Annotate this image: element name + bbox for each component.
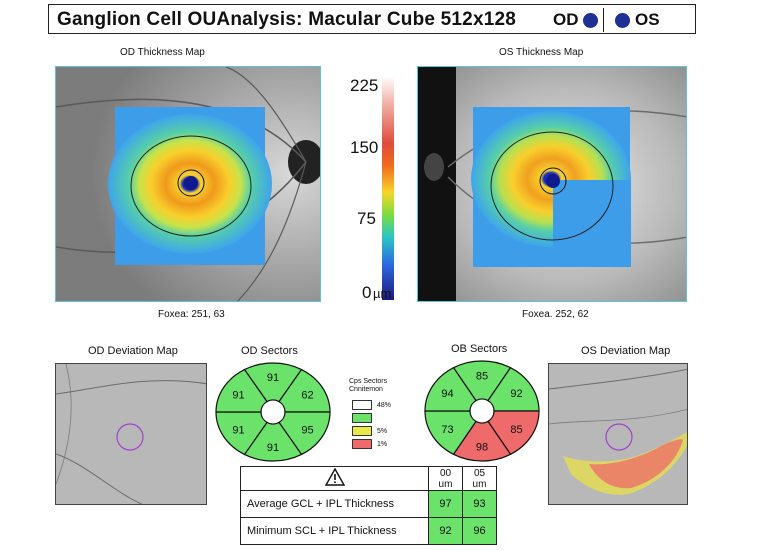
os-sector-value-top-left: 94 [441,388,453,400]
od-eye-dot-icon [583,13,598,28]
os-eye-label: OS [635,10,660,29]
os-eye-dot-icon [615,13,630,28]
od-sectors-chart: 91 62 95 91 91 91 [215,362,331,462]
od-thickness-map-title: OD Thickness Map [120,47,205,58]
colorbar-tick-225: 225 [350,76,379,95]
report-title: Ganglion Cell OUAnalysis: Macular Cube 5… [57,9,517,30]
table-row: Average GCL + IPL Thickness 97 93 [240,490,497,518]
legend-label-3: 1% [377,441,388,448]
legend-swatch-borderline [352,426,372,436]
os-sector-value-bottom-right: 85 [510,424,522,436]
os-sector-bottom [452,420,512,462]
os-thickness-map [417,66,687,302]
od-sector-top [243,362,303,403]
row-label-minimum: Minimum SCL + IPL Thickness [240,517,429,545]
od-sector-value-top-left: 91 [232,390,244,402]
od-sector-bottom-left [215,411,268,456]
od-sector-value-top: 91 [267,372,279,384]
header-divider [603,8,604,32]
legend-label-2: 5% [377,428,388,435]
col-header-os: 05 um [462,466,497,491]
od-sector-top-right [278,368,331,413]
legend-title-line-1: Cps Sectors [349,378,388,385]
legend-swatch-outside [352,439,372,449]
thickness-color-bar [382,76,394,300]
colorbar-unit: µm [373,286,392,301]
colorbar-tick-75: 75 [357,209,376,228]
od-sector-value-bottom: 91 [267,442,279,454]
minimum-os-value: 96 [462,517,497,545]
os-sector-value-bottom-left: 73 [441,424,453,436]
legend-title-line-2: Cnnitemon [349,386,383,393]
od-sectors-title: OD Sectors [241,345,298,357]
table-row: Minimum SCL + IPL Thickness 92 96 [240,517,497,545]
row-label-average: Average GCL + IPL Thickness [240,490,429,518]
warning-cell [240,466,429,491]
os-sector-top-right [487,366,540,412]
report-header: Ganglion Cell OUAnalysis: Macular Cube 5… [48,4,696,34]
od-sector-value-bottom-right: 95 [301,424,313,436]
od-sector-value-top-right: 62 [301,390,313,402]
od-sector-top-left [215,368,268,413]
os-sector-value-top: 85 [476,370,488,382]
os-sector-value-top-right: 92 [510,388,522,400]
od-thickness-map [55,66,321,302]
colorbar-tick-0: 0 [362,283,372,302]
legend-swatch-green [352,413,372,423]
os-sector-value-bottom: 98 [476,442,488,454]
os-sectors-title: OB Sectors [451,343,508,355]
os-sector-top [452,360,512,402]
os-sector-bottom-left [424,410,477,456]
legend-label-1: 48% [377,402,392,409]
od-sector-value-bottom-left: 91 [232,424,244,436]
summary-table: 00 um 05 um Average GCL + IPL Thickness … [240,466,497,545]
od-sector-bottom-right [278,411,331,456]
od-deviation-map-title: OD Deviation Map [88,345,178,357]
os-sector-bottom-right [487,410,540,456]
col-header-od: 00 um [428,466,463,491]
os-thickness-map-title: OS Thickness Map [499,47,584,58]
minimum-od-value: 92 [428,517,463,545]
warning-icon [324,467,345,486]
legend-swatch-normal [352,400,372,410]
od-sector-bottom [243,421,303,462]
od-eye-label: OD [553,10,579,29]
os-sectors-chart: 85 92 85 98 73 94 [424,360,540,462]
os-deviation-map-title: OS Deviation Map [581,345,671,357]
summary-table-header: 00 um 05 um [240,466,497,491]
od-fovea-coords: Foxea: 251, 63 [158,309,225,320]
colorbar-tick-150: 150 [350,138,379,157]
average-os-value: 93 [462,490,497,518]
average-od-value: 97 [428,490,463,518]
os-fovea-coords: Foxea. 252, 62 [522,309,589,320]
legend-title: Cps Sectors Cnnitemon [349,378,387,394]
os-deviation-map [548,363,688,505]
od-deviation-map [55,363,207,505]
os-sector-top-left [424,366,477,412]
